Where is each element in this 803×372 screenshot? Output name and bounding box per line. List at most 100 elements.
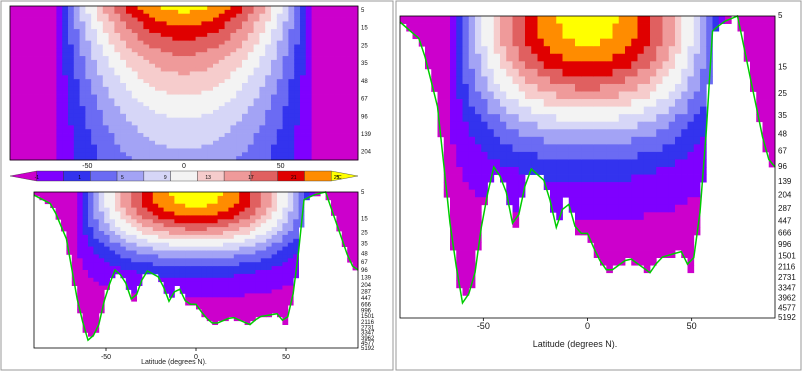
temperature-cell <box>600 182 607 191</box>
temperature-cell <box>317 98 324 103</box>
temperature-cell <box>230 59 237 65</box>
temperature-cell <box>71 250 78 255</box>
temperature-cell <box>185 215 191 220</box>
temperature-cell <box>195 63 202 68</box>
temperature-cell <box>136 250 143 255</box>
temperature-cell <box>305 144 312 149</box>
temperature-cell <box>163 250 170 255</box>
temperature-cell <box>247 83 254 88</box>
temperature-cell <box>550 167 557 175</box>
temperature-cell <box>115 215 121 220</box>
temperature-cell <box>606 227 613 236</box>
temperature-cell <box>77 262 83 267</box>
temperature-cell <box>668 61 676 70</box>
temperature-cell <box>114 86 121 92</box>
temperature-cell <box>136 203 143 208</box>
temperature-cell <box>266 234 272 240</box>
temperature-cell <box>637 219 645 228</box>
temperature-cell <box>334 152 341 157</box>
temperature-cell <box>108 94 115 99</box>
temperature-cell <box>266 219 272 224</box>
temperature-cell <box>149 83 156 88</box>
temperature-cell <box>242 48 249 53</box>
colorbar-swatch <box>304 170 332 182</box>
temperature-cell <box>172 125 179 130</box>
temperature-cell <box>340 148 347 153</box>
temperature-cell <box>160 29 167 34</box>
temperature-cell <box>79 48 86 53</box>
temperature-cell <box>287 219 294 224</box>
temperature-cell <box>152 199 159 205</box>
temperature-cell <box>662 151 670 160</box>
temperature-cell <box>352 152 359 157</box>
temperature-cell <box>346 29 353 34</box>
temperature-cell <box>195 136 202 142</box>
temperature-cell <box>250 305 256 310</box>
temperature-cell <box>543 99 551 107</box>
temperature-cell <box>10 17 17 22</box>
temperature-cell <box>137 40 144 45</box>
temperature-cell <box>456 234 463 243</box>
temperature-cell <box>637 136 645 145</box>
temperature-cell <box>612 219 620 228</box>
temperature-cell <box>300 102 307 107</box>
temperature-cell <box>242 148 249 153</box>
temperature-cell <box>56 94 63 99</box>
temperature-cell <box>120 199 127 205</box>
temperature-cell <box>253 56 260 61</box>
temperature-cell <box>277 227 283 232</box>
temperature-cell <box>56 13 63 18</box>
temperature-cell <box>233 305 240 310</box>
temperature-cell <box>73 148 80 153</box>
temperature-cell <box>244 312 251 318</box>
temperature-cell <box>253 21 260 26</box>
depth-tick-label: 67 <box>361 260 368 266</box>
temperature-cell <box>518 189 526 198</box>
temperature-cell <box>174 238 181 244</box>
temperature-cell <box>169 254 175 259</box>
temperature-cell <box>15 63 22 68</box>
temperature-cell <box>259 13 266 18</box>
temperature-cell <box>277 231 283 236</box>
temperature-cell <box>66 246 73 251</box>
temperature-cell <box>109 234 116 240</box>
temperature-cell <box>174 231 181 236</box>
temperature-cell <box>97 102 104 107</box>
temperature-cell <box>311 79 318 84</box>
temperature-cell <box>334 59 341 65</box>
temperature-cell <box>184 129 191 134</box>
temperature-cell <box>102 144 109 149</box>
temperature-cell <box>207 17 214 22</box>
temperature-cell <box>500 68 507 77</box>
temperature-cell <box>656 159 663 168</box>
temperature-cell <box>266 199 272 205</box>
temperature-cell <box>97 67 104 72</box>
temperature-cell <box>88 289 94 294</box>
temperature-cell <box>317 90 324 95</box>
temperature-cell <box>179 215 186 220</box>
temperature-cell <box>271 32 278 38</box>
temperature-cell <box>152 192 159 197</box>
temperature-cell <box>323 79 330 84</box>
temperature-cell <box>593 38 601 47</box>
temperature-cell <box>206 254 213 259</box>
temperature-cell <box>68 13 75 18</box>
temperature-cell <box>236 106 243 111</box>
temperature-cell <box>163 203 170 208</box>
temperature-cell <box>68 94 75 99</box>
temperature-cell <box>568 159 576 168</box>
temperature-cell <box>88 203 94 208</box>
temperature-cell <box>643 136 651 145</box>
temperature-cell <box>481 144 488 153</box>
temperature-cell <box>431 61 438 70</box>
temperature-cell <box>247 148 254 153</box>
temperature-cell <box>311 63 318 68</box>
temperature-cell <box>265 21 272 26</box>
temperature-cell <box>242 71 249 76</box>
temperature-cell <box>206 301 213 306</box>
temperature-cell <box>587 46 595 55</box>
temperature-cell <box>21 136 28 142</box>
temperature-cell <box>247 6 254 11</box>
temperature-cell <box>266 195 272 201</box>
temperature-cell <box>179 223 186 228</box>
